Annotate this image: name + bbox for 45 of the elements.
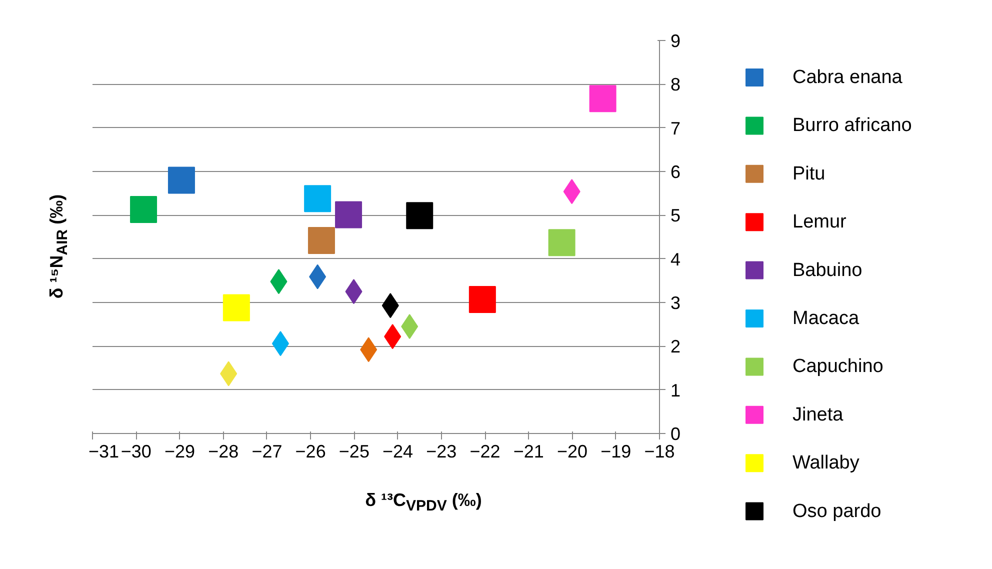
y-tick-label: 2 bbox=[670, 336, 681, 357]
legend-label: Wallaby bbox=[792, 452, 860, 474]
x-tick-label: −26 bbox=[295, 442, 326, 462]
point bbox=[304, 185, 332, 212]
legend-label: Babuino bbox=[792, 260, 862, 281]
x-tick-label: −18 bbox=[644, 442, 675, 462]
y-tick-label: 3 bbox=[670, 293, 681, 313]
point bbox=[335, 201, 362, 228]
y-tick-label: 0 bbox=[670, 424, 681, 444]
x-tick-label: −21 bbox=[513, 442, 544, 462]
y-tick-label: 4 bbox=[670, 249, 681, 270]
legend-label: Burro africano bbox=[792, 115, 912, 136]
x-tick-label: −25 bbox=[338, 442, 370, 462]
x-tick-label: −23 bbox=[426, 442, 457, 462]
x-tick-label: −27 bbox=[252, 442, 282, 462]
y-tick-label: 1 bbox=[670, 380, 681, 400]
point bbox=[468, 286, 496, 313]
point bbox=[222, 294, 250, 322]
x-tick-label: −22 bbox=[470, 442, 500, 462]
x-tick-label: −29 bbox=[164, 442, 196, 462]
legend-label: Oso pardo bbox=[792, 500, 882, 522]
point bbox=[406, 202, 434, 230]
legend-label: Cabra enana bbox=[792, 67, 903, 88]
x-tick-label: −24 bbox=[382, 442, 414, 462]
x-tick-label: −28 bbox=[208, 442, 239, 462]
legend-label: Pitu bbox=[792, 163, 826, 184]
point bbox=[130, 196, 158, 223]
point bbox=[548, 229, 576, 256]
x-tick-label: −30 bbox=[120, 442, 152, 462]
legend-label: Lemur bbox=[792, 212, 848, 233]
y-tick-label: 9 bbox=[670, 31, 681, 51]
x-tick-label: −20 bbox=[557, 442, 588, 462]
point bbox=[168, 166, 195, 194]
x-tick-label: −31 bbox=[88, 442, 120, 462]
legend-label: Capuchino bbox=[792, 356, 884, 378]
point bbox=[589, 85, 616, 112]
x-tick-label: −19 bbox=[600, 442, 632, 462]
y-tick-label: 5 bbox=[670, 206, 681, 226]
legend-label: Jineta bbox=[792, 404, 844, 426]
point bbox=[308, 226, 335, 254]
y-tick-label: 7 bbox=[670, 118, 681, 138]
legend-label: Macaca bbox=[792, 308, 860, 329]
x-axis-title: δ ¹³C$_{VPDV}$ (‰) bbox=[365, 489, 482, 517]
y-tick-label: 8 bbox=[670, 74, 681, 95]
y-tick-label: 6 bbox=[670, 162, 681, 182]
